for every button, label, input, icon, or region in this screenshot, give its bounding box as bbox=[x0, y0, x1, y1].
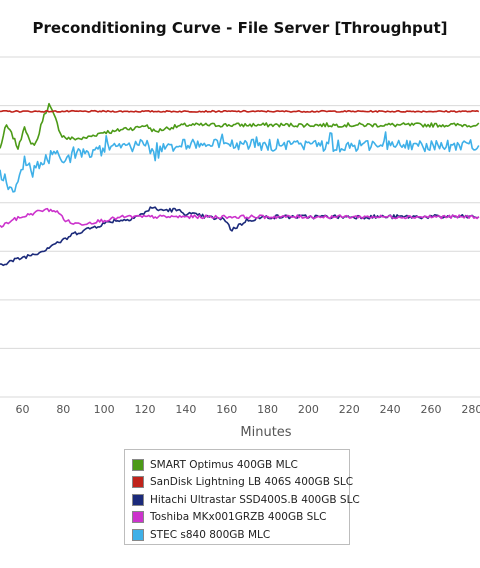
legend-label: Hitachi Ultrastar SSD400S.B 400GB SLC bbox=[150, 493, 360, 506]
legend-item: STEC s840 800GB MLC bbox=[125, 526, 349, 544]
x-tick-label: 140 bbox=[175, 403, 196, 416]
x-tick-label: 120 bbox=[135, 403, 156, 416]
series-line-2 bbox=[0, 109, 480, 113]
x-axis-label: Minutes bbox=[240, 425, 291, 440]
legend-label: Toshiba MKx001GRZB 400GB SLC bbox=[150, 511, 327, 524]
x-tick-label: 80 bbox=[56, 403, 70, 416]
legend-swatch bbox=[132, 476, 144, 489]
legend-item: Toshiba MKx001GRZB 400GB SLC bbox=[125, 509, 349, 527]
x-tick-label: 280 bbox=[461, 403, 480, 416]
x-tick-label: 240 bbox=[380, 403, 401, 416]
x-tick-label: 60 bbox=[15, 403, 29, 416]
x-tick-label: 160 bbox=[216, 403, 237, 416]
x-tick-label: 200 bbox=[298, 403, 319, 416]
legend-swatch bbox=[132, 493, 144, 506]
legend-label: SanDisk Lightning LB 406S 400GB SLC bbox=[150, 476, 354, 489]
series-line-4 bbox=[0, 207, 480, 228]
chart-legend: SMART Optimus 400GB MLC SanDisk Lightning… bbox=[124, 449, 360, 545]
x-tick-label: 260 bbox=[420, 403, 441, 416]
legend-swatch bbox=[132, 458, 144, 471]
legend-swatch bbox=[132, 511, 144, 524]
x-tick-label: 100 bbox=[94, 403, 115, 416]
legend-item: Hitachi Ultrastar SSD400S.B 400GB SLC bbox=[125, 491, 360, 509]
chart-title: Preconditioning Curve - File Server [Thr… bbox=[32, 19, 448, 37]
legend-item: SanDisk Lightning LB 406S 400GB SLC bbox=[125, 474, 353, 492]
x-tick-label: 220 bbox=[339, 403, 360, 416]
legend-label: STEC s840 800GB MLC bbox=[150, 528, 271, 541]
series-line-3 bbox=[0, 206, 480, 267]
legend-label: SMART Optimus 400GB MLC bbox=[150, 458, 298, 471]
legend-item: SMART Optimus 400GB MLC bbox=[125, 456, 349, 474]
series-line-1 bbox=[0, 102, 480, 150]
series-line-5 bbox=[0, 131, 480, 193]
x-tick-label: 180 bbox=[257, 403, 278, 416]
legend-swatch bbox=[132, 528, 144, 541]
